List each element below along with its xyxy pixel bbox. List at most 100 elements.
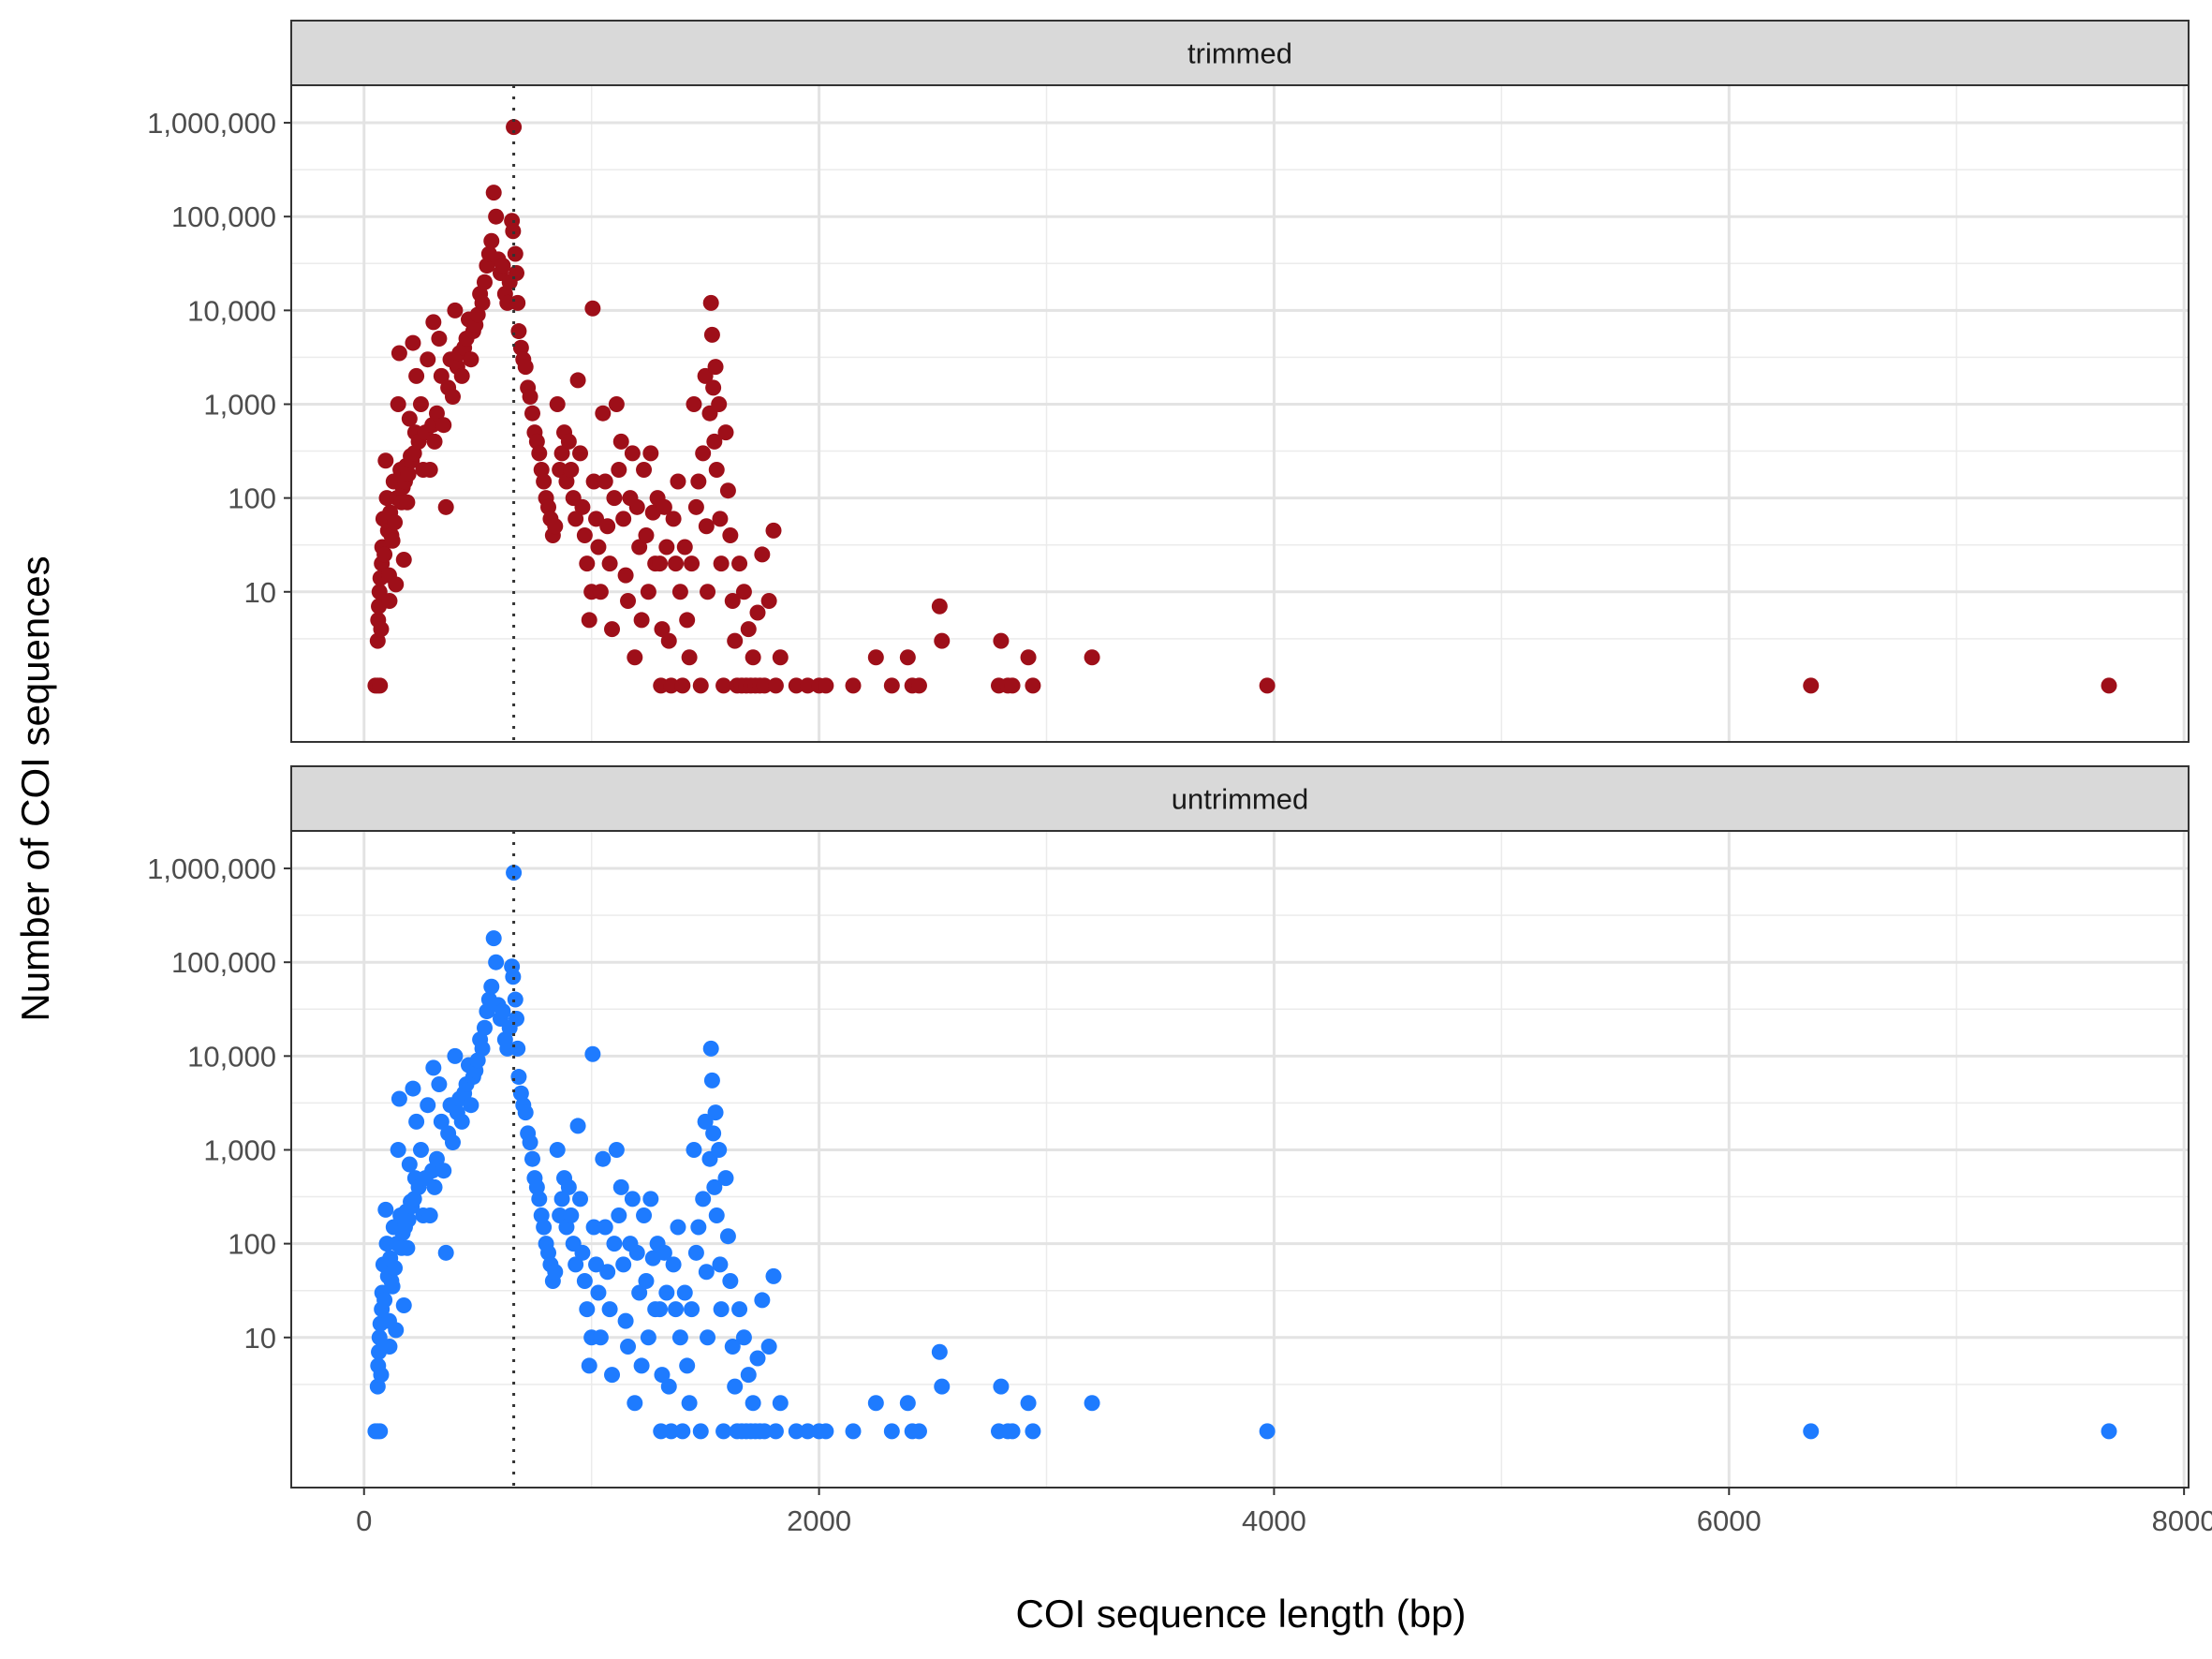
data-point bbox=[590, 1284, 607, 1301]
data-point bbox=[1803, 1423, 1820, 1440]
data-point bbox=[405, 334, 421, 351]
data-point bbox=[579, 1301, 596, 1318]
data-point bbox=[606, 1236, 623, 1252]
data-point bbox=[695, 1191, 712, 1207]
data-point bbox=[702, 1040, 719, 1057]
data-point bbox=[372, 1423, 389, 1440]
data-point bbox=[426, 1178, 443, 1195]
data-point bbox=[627, 1395, 643, 1412]
data-point bbox=[867, 1395, 884, 1412]
data-point bbox=[488, 954, 505, 970]
data-point bbox=[656, 1244, 672, 1261]
data-point bbox=[660, 632, 677, 649]
data-point bbox=[536, 473, 553, 490]
data-point bbox=[483, 232, 500, 249]
data-point bbox=[373, 1367, 390, 1384]
y-tick-label: 10 bbox=[244, 1322, 276, 1355]
data-point bbox=[421, 1207, 438, 1223]
data-point bbox=[553, 445, 570, 462]
data-point bbox=[508, 1010, 524, 1027]
data-point bbox=[426, 433, 443, 450]
data-point bbox=[611, 1207, 627, 1223]
data-point bbox=[690, 1219, 707, 1236]
data-point bbox=[437, 498, 454, 515]
data-point bbox=[506, 865, 523, 881]
data-point bbox=[707, 359, 724, 376]
panel-background bbox=[291, 831, 2189, 1488]
data-point bbox=[638, 526, 655, 543]
data-point bbox=[658, 1284, 675, 1301]
data-point bbox=[931, 598, 948, 615]
data-point bbox=[670, 1219, 686, 1236]
data-point bbox=[703, 1072, 720, 1089]
data-point bbox=[702, 294, 719, 311]
data-point bbox=[463, 351, 479, 368]
data-point bbox=[401, 1156, 418, 1173]
data-point bbox=[574, 498, 591, 515]
data-point bbox=[633, 1357, 650, 1374]
data-point bbox=[420, 351, 436, 368]
data-point bbox=[692, 1423, 709, 1440]
data-point bbox=[931, 1343, 948, 1360]
data-point bbox=[674, 1423, 691, 1440]
data-point bbox=[708, 461, 725, 478]
data-point bbox=[506, 119, 523, 136]
data-point bbox=[681, 1395, 698, 1412]
data-point bbox=[867, 649, 884, 666]
data-point bbox=[599, 1264, 616, 1281]
x-axis-title: COI sequence length (bp) bbox=[1016, 1592, 1467, 1636]
data-point bbox=[934, 632, 951, 649]
data-point bbox=[686, 395, 702, 412]
panel-trimmed: trimmed 10 100 1,000 10,000 100,000 1,000,000 bbox=[147, 20, 2190, 743]
facet-strip-label: trimmed bbox=[1187, 37, 1292, 70]
data-point bbox=[377, 1201, 394, 1218]
data-point bbox=[1259, 677, 1276, 694]
data-point bbox=[717, 1170, 734, 1187]
data-point bbox=[433, 1113, 450, 1130]
data-point bbox=[724, 1338, 741, 1355]
data-point bbox=[713, 555, 730, 572]
data-point bbox=[572, 1191, 589, 1207]
data-point bbox=[697, 1113, 714, 1130]
panel-untrimmed: untrimmed 10 100 1,000 10,000 100,000 1,000,00… bbox=[147, 765, 2190, 1489]
data-point bbox=[640, 584, 656, 600]
data-point bbox=[553, 1191, 570, 1207]
data-point bbox=[549, 395, 566, 412]
data-point bbox=[399, 1239, 416, 1256]
data-point bbox=[772, 1395, 789, 1412]
y-tick-label: 1,000,000 bbox=[147, 107, 276, 140]
data-point bbox=[652, 555, 669, 572]
data-point bbox=[1004, 1423, 1021, 1440]
data-point bbox=[552, 461, 568, 478]
data-point bbox=[740, 1367, 757, 1384]
data-point bbox=[510, 1069, 527, 1086]
data-point bbox=[654, 1367, 671, 1384]
data-point bbox=[611, 461, 627, 478]
data-point bbox=[1025, 677, 1041, 694]
data-point bbox=[633, 612, 650, 629]
data-point bbox=[724, 592, 741, 609]
data-point bbox=[507, 245, 524, 262]
data-point bbox=[552, 1207, 568, 1223]
data-point bbox=[713, 1301, 730, 1318]
y-tick-label: 100,000 bbox=[171, 200, 276, 233]
data-point bbox=[433, 367, 450, 384]
data-point bbox=[624, 1191, 641, 1207]
data-point bbox=[531, 445, 548, 462]
data-point bbox=[668, 555, 685, 572]
data-point bbox=[584, 300, 601, 317]
data-point bbox=[549, 1141, 566, 1158]
data-point bbox=[576, 526, 593, 543]
data-point bbox=[727, 632, 744, 649]
data-point bbox=[690, 473, 707, 490]
data-point bbox=[679, 1357, 696, 1374]
data-point bbox=[722, 526, 739, 543]
data-point bbox=[765, 522, 782, 539]
x-tick-label: 2000 bbox=[787, 1504, 851, 1537]
y-tick-label: 100 bbox=[228, 1228, 276, 1261]
data-point bbox=[507, 991, 524, 1008]
y-tick-label: 10 bbox=[244, 576, 276, 609]
data-point bbox=[636, 461, 653, 478]
data-point bbox=[788, 677, 804, 694]
data-point bbox=[695, 445, 712, 462]
